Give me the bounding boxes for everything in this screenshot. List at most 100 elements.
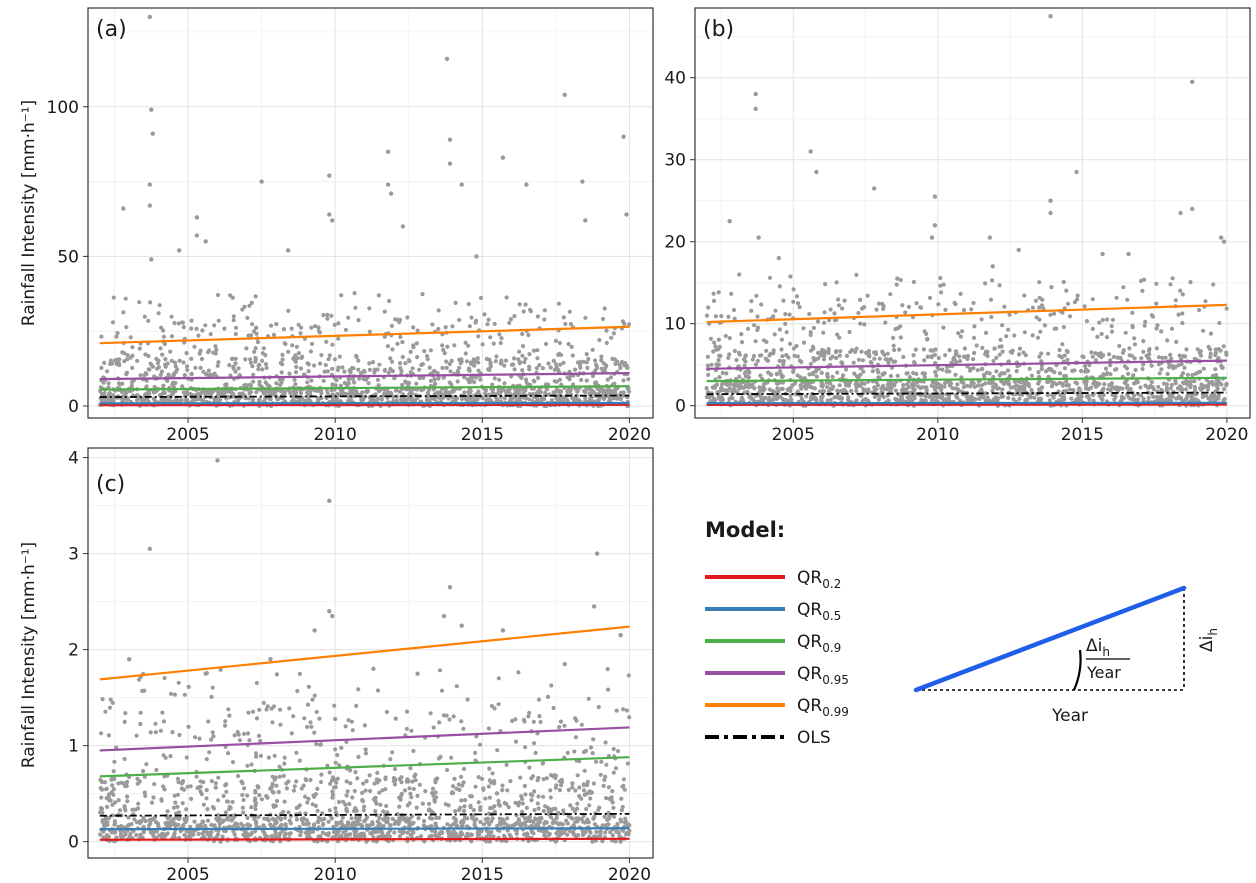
data-point	[1218, 235, 1224, 240]
data-point	[767, 387, 772, 392]
data-point	[250, 322, 255, 327]
data-point	[508, 396, 513, 401]
data-point	[120, 381, 125, 386]
data-point	[458, 361, 463, 366]
data-point	[1100, 317, 1105, 323]
data-point	[605, 817, 610, 823]
data-point	[101, 380, 106, 385]
data-point	[99, 806, 105, 812]
data-point	[147, 182, 152, 187]
data-point	[514, 828, 519, 833]
data-point	[858, 321, 863, 326]
data-point	[449, 358, 454, 363]
data-point	[977, 396, 982, 401]
data-point	[988, 297, 994, 302]
data-point	[556, 367, 561, 372]
data-point	[291, 714, 296, 719]
data-point	[936, 355, 941, 361]
data-point	[414, 805, 419, 810]
data-point	[157, 303, 162, 308]
data-point	[535, 398, 540, 403]
data-point	[919, 397, 924, 402]
data-point	[450, 784, 456, 789]
data-point	[153, 730, 158, 735]
data-point	[1181, 354, 1186, 359]
data-point	[1021, 384, 1026, 389]
data-point	[432, 377, 437, 382]
data-point	[592, 380, 598, 385]
data-point	[520, 344, 526, 349]
data-point	[496, 798, 501, 804]
data-point	[1146, 395, 1151, 400]
data-point	[217, 821, 222, 827]
data-point	[577, 759, 582, 764]
data-point	[336, 829, 341, 834]
data-point	[492, 706, 497, 711]
data-point	[798, 383, 803, 388]
data-point	[1028, 395, 1034, 400]
data-point	[330, 342, 335, 347]
data-point	[737, 350, 742, 355]
data-point	[601, 783, 606, 789]
data-point	[184, 816, 189, 821]
data-point	[317, 716, 322, 721]
data-point	[497, 332, 502, 337]
data-point	[885, 351, 890, 356]
data-point	[284, 786, 289, 791]
data-point	[747, 382, 752, 387]
data-point	[361, 781, 366, 786]
data-point	[929, 354, 934, 359]
data-point	[240, 391, 245, 396]
data-point	[590, 751, 595, 756]
data-point	[182, 373, 187, 378]
data-point	[1163, 355, 1168, 360]
data-point	[793, 380, 798, 385]
data-point	[138, 373, 143, 378]
data-point	[253, 751, 259, 756]
data-point	[594, 364, 599, 369]
data-point	[184, 807, 189, 812]
data-point	[527, 710, 532, 716]
data-point	[854, 346, 859, 351]
data-point	[1224, 306, 1229, 311]
data-point	[375, 377, 381, 382]
data-point	[106, 792, 111, 797]
data-point	[886, 398, 891, 403]
data-point	[596, 398, 601, 403]
data-point	[523, 377, 529, 382]
data-point	[123, 808, 128, 813]
data-point	[236, 366, 241, 371]
data-point	[205, 818, 211, 823]
data-point	[1130, 310, 1135, 315]
data-point	[874, 307, 879, 312]
data-point	[152, 782, 157, 787]
data-point	[501, 821, 506, 826]
data-point	[270, 824, 275, 829]
data-point	[333, 806, 338, 811]
data-point	[531, 819, 536, 824]
data-point	[764, 339, 769, 344]
data-point	[823, 282, 828, 287]
data-point	[972, 384, 977, 389]
data-point	[291, 356, 296, 361]
data-point	[618, 365, 623, 371]
data-point	[1041, 306, 1046, 311]
data-point	[162, 675, 167, 681]
data-point	[447, 717, 452, 722]
data-point	[185, 392, 190, 397]
data-point	[276, 789, 281, 795]
data-point	[268, 323, 274, 328]
data-point	[239, 821, 244, 826]
data-point	[449, 755, 454, 760]
data-point	[362, 804, 367, 809]
panel-b-frame	[694, 7, 1251, 419]
data-point	[621, 378, 626, 383]
data-point	[1099, 396, 1104, 401]
data-point	[729, 394, 734, 399]
data-point	[478, 295, 484, 300]
data-point	[876, 397, 882, 402]
data-point	[240, 792, 245, 798]
data-point	[522, 783, 528, 789]
data-point	[351, 366, 356, 371]
data-point	[465, 816, 470, 821]
